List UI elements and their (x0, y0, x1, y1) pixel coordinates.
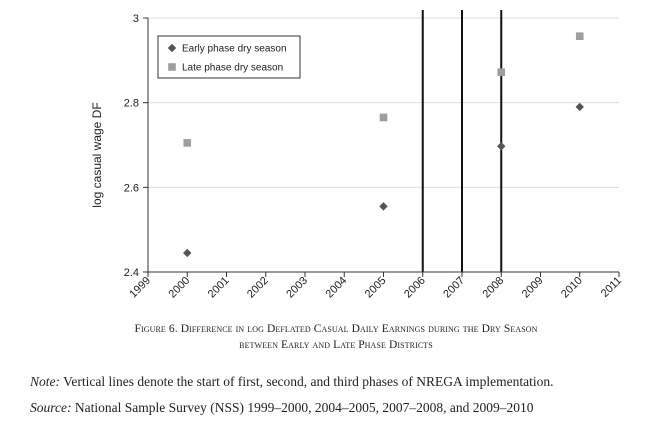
legend-marker-1 (168, 63, 176, 71)
y-axis-title: log casual wage DF (90, 102, 104, 207)
point-series1-2005 (379, 113, 388, 122)
x-tick-label: 2001 (206, 275, 232, 301)
legend-label-0: Early phase dry season (182, 44, 287, 55)
note-text: Vertical lines denote the start of first… (60, 374, 554, 389)
figure-caption-line-1: Figure 6. Difference in log Deflated Cas… (134, 323, 538, 335)
y-tick-label: 3 (133, 13, 139, 25)
note: Note: Vertical lines denote the start of… (30, 374, 660, 390)
point-series0-2000 (183, 248, 192, 258)
x-tick-label: 2007 (441, 275, 467, 301)
phase-vertical-lines (421, 10, 503, 272)
legend: Early phase dry season Late phase dry sea… (157, 35, 301, 79)
x-tick-label: 2009 (520, 275, 546, 301)
point-series1-2000 (183, 139, 192, 147)
legend-label-1: Late phase dry season (182, 63, 283, 74)
point-series1-2008 (497, 68, 506, 76)
x-tick-label: 2011 (599, 275, 624, 300)
x-tick-label: 2010 (559, 275, 585, 301)
x-tick-label: 2002 (245, 275, 271, 301)
note-label: Note: (30, 374, 60, 389)
point-series0-2010 (575, 102, 584, 112)
data-points (183, 32, 584, 258)
x-tick-label: 2004 (324, 275, 350, 301)
y-tick-label: 2.6 (124, 182, 139, 194)
x-tick-label: 2005 (363, 275, 389, 301)
x-tick-label: 2008 (481, 275, 507, 301)
source: Source: National Sample Survey (NSS) 199… (30, 400, 660, 416)
y-tick-label: 2.8 (124, 98, 139, 110)
y-tick-label: 2.4 (124, 267, 139, 279)
x-tick-label: 2000 (167, 275, 193, 301)
source-text: National Sample Survey (NSS) 1999–2000, … (71, 400, 534, 415)
source-label: Source: (30, 400, 72, 415)
x-tick-label: 2006 (402, 275, 428, 301)
legend-marker-0 (167, 43, 177, 53)
point-series0-2008 (497, 142, 506, 151)
x-tick-label: 2003 (284, 275, 310, 301)
point-series0-2005 (379, 202, 388, 211)
point-series1-2010 (575, 32, 584, 41)
legend-box (157, 35, 301, 79)
figure-caption-line-2: between Early and Late Phase Districts (239, 339, 433, 351)
